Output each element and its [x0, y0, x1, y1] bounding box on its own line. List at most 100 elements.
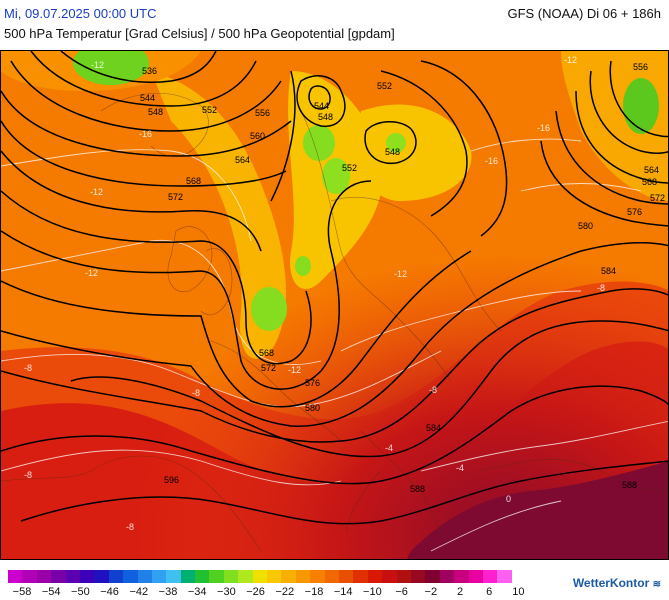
contour-label: 576 [627, 207, 642, 217]
contour-label: 544 [314, 101, 329, 111]
contour-label: 548 [148, 107, 163, 117]
contour-label: 572 [168, 192, 183, 202]
model-run-label: GFS (NOAA) Di 06 + 186h [507, 6, 661, 21]
color-swatch [36, 570, 52, 583]
cold-core-1 [73, 51, 149, 85]
scale-label: −34 [187, 586, 207, 598]
color-swatch [267, 570, 282, 583]
isotherm-label: -12 [91, 60, 104, 70]
contour-label: 548 [385, 147, 400, 157]
contour-label: 536 [142, 66, 157, 76]
extreme-heat [407, 461, 668, 559]
color-swatch [238, 570, 253, 583]
contour-label: 568 [259, 348, 274, 358]
scale-label: −38 [158, 586, 178, 598]
contour-label: 544 [140, 93, 155, 103]
scale-label: −30 [217, 586, 236, 598]
contour-label: 584 [426, 423, 441, 433]
contour-label: 564 [644, 165, 659, 175]
cold-core-4 [386, 133, 406, 153]
color-swatch [353, 570, 368, 583]
isotherm-label: -16 [485, 156, 498, 166]
color-swatch [195, 570, 210, 583]
color-swatch [468, 570, 483, 583]
color-swatch [338, 570, 354, 583]
scale-label: −58 [12, 586, 32, 598]
color-swatch [8, 570, 23, 583]
color-swatch [482, 570, 498, 583]
isotherm-label: -16 [139, 129, 152, 139]
color-scale-labels: −58 −54 −50 −46 −42 −38 −34 −30 −2 6 −22 −18 −14 −10 −… [0, 586, 540, 600]
contour-label: 588 [410, 484, 425, 494]
contour-label: 548 [318, 112, 333, 122]
color-swatch [51, 570, 66, 583]
scale-label: −22 [275, 586, 295, 598]
cold-core-5 [623, 78, 659, 134]
isotherm-labels: -12 -16 -16 -12 -12 -12 -12 -8 -8 -8 -8 … [24, 55, 605, 532]
contour-label: 572 [650, 193, 665, 203]
color-swatch [367, 570, 383, 583]
contour-label: 584 [601, 266, 616, 276]
scale-label: 10 [512, 586, 525, 598]
isotherm-label: -12 [90, 187, 103, 197]
isotherm-label: -8 [126, 522, 134, 532]
contour-label: 596 [164, 475, 179, 485]
forecast-datetime: Mi, 09.07.2025 00:00 UTC [4, 6, 157, 21]
contour-label: 572 [261, 363, 276, 373]
color-swatch [209, 570, 224, 583]
color-swatch [94, 570, 109, 583]
scale-label: −10 [363, 586, 382, 598]
cold-core-3 [322, 158, 350, 194]
contour-label: 552 [202, 105, 217, 115]
color-swatch [65, 570, 80, 583]
color-swatch [310, 570, 325, 583]
color-swatch [425, 570, 440, 583]
brand-logo: WetterKontor ≋ [573, 576, 661, 590]
isotherm-label: -12 [564, 55, 577, 65]
isotherm-label: -8 [24, 363, 32, 373]
contour-label: 568 [642, 177, 657, 187]
color-scale-bar [8, 570, 512, 583]
isotherm-label: -8 [597, 283, 605, 293]
isotherm-label: -8 [192, 388, 200, 398]
contour-label: 580 [578, 221, 593, 231]
contour-label: 560 [250, 131, 265, 141]
isotherm-label: -12 [394, 269, 407, 279]
contour-labels: 536 544 548 552 556 560 564 568 572 576 … [140, 62, 665, 494]
map-subtitle: 500 hPa Temperatur [Grad Celsius] / 500 … [4, 26, 395, 41]
isotherm-label: -12 [288, 365, 301, 375]
color-swatch [324, 570, 339, 583]
color-swatch [108, 570, 124, 583]
contour-label: 552 [342, 163, 357, 173]
color-swatch [396, 570, 411, 583]
contour-label: 556 [633, 62, 648, 72]
color-swatch [252, 570, 268, 583]
scale-label: −6 [395, 586, 408, 598]
geopotential-contours [1, 51, 668, 525]
color-swatch [137, 570, 152, 583]
color-swatch [22, 570, 37, 583]
color-swatch [123, 570, 138, 583]
contour-label: 564 [235, 155, 250, 165]
scale-label: −14 [333, 586, 353, 598]
contour-label: 588 [622, 480, 637, 490]
scale-label: −50 [71, 586, 90, 598]
cool-tongue [151, 71, 286, 359]
color-swatch [180, 570, 196, 583]
scale-label: −46 [100, 586, 119, 598]
scale-label: −54 [41, 586, 61, 598]
color-swatch [79, 570, 95, 583]
isotherm-label: -16 [537, 123, 550, 133]
scale-label: −42 [129, 586, 149, 598]
color-swatch [454, 570, 469, 583]
isotherm-label: -4 [456, 463, 464, 473]
color-swatch [281, 570, 296, 583]
isotherm-label: -4 [385, 443, 393, 453]
scale-label: −2 [424, 586, 438, 598]
isotherm-label: -12 [85, 268, 98, 278]
isotherm-label: -8 [429, 385, 437, 395]
color-swatch [439, 570, 455, 583]
cold-core-2 [303, 125, 335, 161]
scale-label: −18 [304, 586, 324, 598]
scale-label: 6 [486, 586, 493, 598]
